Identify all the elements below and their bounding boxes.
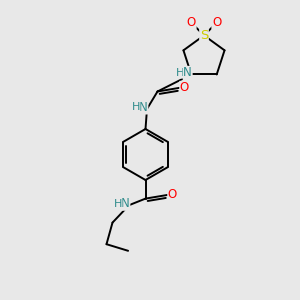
Text: O: O	[168, 188, 177, 202]
Text: H: H	[113, 199, 122, 209]
Text: N: N	[121, 197, 130, 210]
Text: N: N	[139, 101, 148, 114]
Text: S: S	[200, 29, 208, 42]
Text: H: H	[131, 102, 140, 112]
Text: O: O	[187, 16, 196, 29]
Text: H: H	[176, 68, 184, 78]
Text: N: N	[183, 67, 192, 80]
Text: O: O	[212, 16, 221, 29]
Text: O: O	[180, 81, 189, 94]
